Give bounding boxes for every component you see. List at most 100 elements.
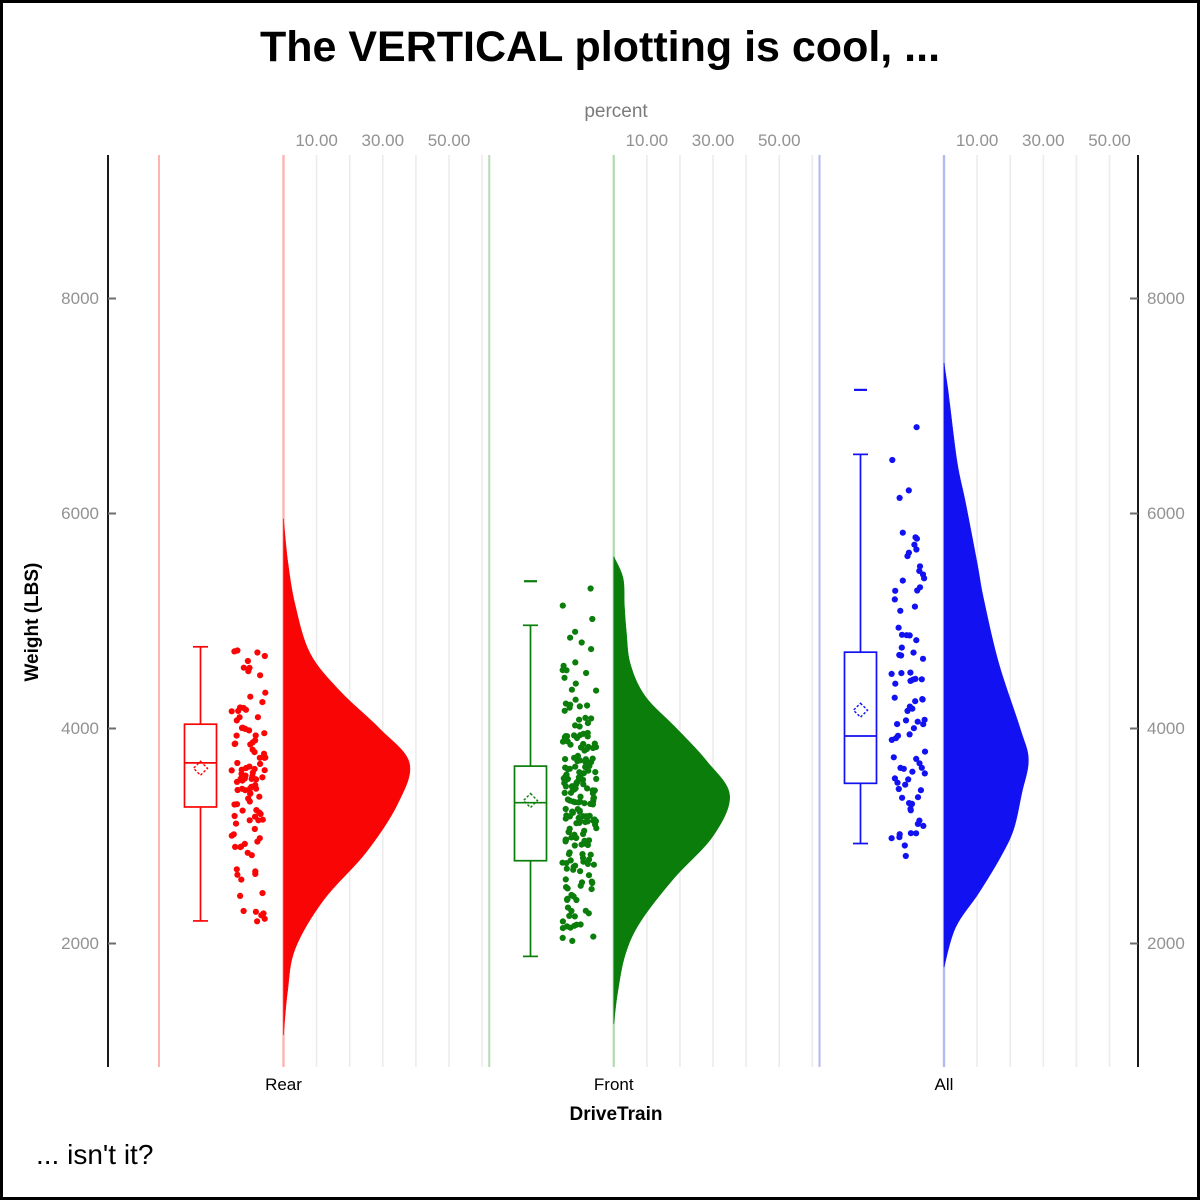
jitter-point bbox=[921, 770, 928, 777]
jitter-point bbox=[572, 628, 579, 635]
jitter-point bbox=[583, 746, 590, 753]
jitter-point bbox=[576, 716, 583, 723]
jitter-point bbox=[256, 754, 263, 761]
jitter-point bbox=[921, 716, 928, 723]
jitter-point bbox=[231, 648, 238, 655]
jitter-point bbox=[259, 774, 266, 781]
category-label-rear: Rear bbox=[265, 1075, 302, 1094]
jitter-point bbox=[578, 879, 586, 886]
jitter-point bbox=[899, 794, 906, 801]
jitter-point bbox=[577, 793, 584, 800]
jitter-point bbox=[257, 760, 264, 768]
jitter-point bbox=[562, 756, 569, 763]
jitter-point bbox=[571, 922, 578, 929]
jitter-point bbox=[562, 700, 570, 707]
jitter-point bbox=[593, 687, 600, 694]
jitter-point bbox=[902, 781, 909, 788]
jitter-point bbox=[237, 892, 244, 900]
jitter-point bbox=[895, 624, 902, 631]
jitter-point bbox=[906, 731, 913, 738]
jitter-point bbox=[238, 843, 245, 850]
jitter-point bbox=[252, 908, 259, 915]
jitter-point bbox=[913, 424, 920, 431]
jitter-point bbox=[582, 759, 589, 766]
jitter-point bbox=[584, 860, 592, 868]
jitter-point bbox=[581, 837, 588, 845]
jitter-point bbox=[238, 876, 245, 883]
jitter-point bbox=[234, 759, 241, 767]
y-axis-tick-label: 2000 bbox=[1147, 933, 1185, 953]
jitter-point bbox=[906, 800, 913, 807]
jitter-point bbox=[589, 755, 596, 762]
jitter-point bbox=[898, 631, 906, 638]
jitter-point bbox=[892, 680, 899, 687]
jitter-point bbox=[559, 602, 566, 609]
jitter-point bbox=[584, 720, 592, 727]
jitter-point bbox=[578, 639, 585, 646]
jitter-point bbox=[259, 890, 266, 897]
jitter-point bbox=[244, 657, 251, 665]
jitter-point bbox=[249, 773, 256, 780]
jitter-point bbox=[577, 921, 584, 928]
jitter-point bbox=[907, 669, 914, 676]
jitter-points-rear bbox=[228, 647, 269, 925]
jitter-point bbox=[582, 907, 589, 914]
jitter-point bbox=[566, 912, 573, 920]
jitter-point bbox=[562, 876, 569, 883]
jitter-point bbox=[582, 714, 589, 722]
jitter-point bbox=[588, 715, 595, 722]
jitter-point bbox=[592, 769, 599, 776]
jitter-point bbox=[261, 730, 268, 737]
jitter-point bbox=[911, 603, 919, 610]
jitter-point bbox=[560, 775, 567, 782]
jitter-point bbox=[247, 693, 254, 700]
jitter-point bbox=[565, 851, 573, 858]
jitter-point bbox=[581, 800, 588, 807]
box-all bbox=[843, 651, 878, 785]
jitter-point bbox=[912, 675, 919, 683]
violin-front bbox=[613, 556, 730, 1025]
jitter-point bbox=[580, 730, 587, 737]
jitter-point bbox=[562, 805, 569, 813]
jitter-point bbox=[562, 836, 569, 843]
jitter-point bbox=[254, 649, 261, 656]
jitter-point bbox=[579, 854, 587, 862]
top-axis-tick-label: 30.00 bbox=[361, 131, 405, 150]
top-axis-tick-label: 10.00 bbox=[625, 131, 669, 150]
jitter-point bbox=[232, 843, 239, 851]
jitter-point bbox=[571, 754, 578, 761]
x-axis-label: DriveTrain bbox=[569, 1104, 663, 1125]
jitter-point bbox=[251, 813, 259, 820]
jitter-point bbox=[233, 801, 241, 808]
jitter-point bbox=[906, 703, 914, 710]
jitter-point bbox=[245, 795, 252, 802]
jitter-point bbox=[567, 634, 574, 641]
jitter-point bbox=[891, 775, 899, 782]
jitter-point bbox=[567, 857, 574, 864]
jitter-point bbox=[238, 724, 246, 732]
jitter-point bbox=[566, 797, 573, 804]
jitter-point bbox=[228, 767, 235, 774]
jitter-point bbox=[895, 785, 902, 793]
top-axis-tick-label: 10.00 bbox=[295, 131, 338, 150]
jitter-point bbox=[563, 865, 570, 872]
jitter-points-all bbox=[888, 424, 929, 860]
jitter-point bbox=[237, 775, 244, 782]
jitter-point bbox=[913, 535, 921, 542]
jitter-point bbox=[919, 571, 927, 578]
top-axis-tick-label: 30.00 bbox=[691, 131, 735, 150]
jitter-point bbox=[240, 704, 247, 712]
jitter-point bbox=[913, 637, 920, 644]
jitter-point bbox=[246, 817, 253, 824]
jitter-point bbox=[259, 816, 266, 823]
jitter-point bbox=[239, 807, 246, 814]
jitter-point bbox=[913, 755, 920, 763]
jitter-point bbox=[916, 584, 924, 591]
jitter-point bbox=[909, 768, 916, 775]
jitter-point bbox=[580, 781, 587, 788]
jitter-point bbox=[256, 835, 263, 842]
box-front bbox=[513, 765, 548, 862]
jitter-point bbox=[569, 808, 576, 815]
jitter-point bbox=[587, 585, 594, 592]
jitter-point bbox=[891, 596, 898, 603]
